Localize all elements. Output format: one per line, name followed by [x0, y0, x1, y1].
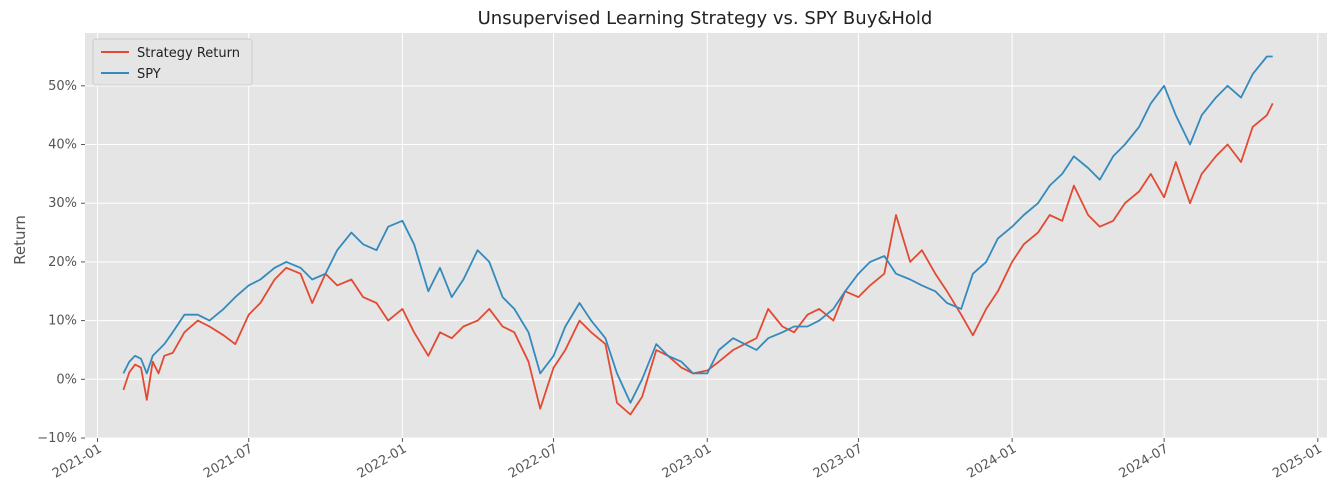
y-tick-label: 20% [48, 255, 77, 270]
x-tick-label: 2025-01 [1270, 441, 1325, 481]
plot-background [85, 33, 1327, 438]
y-tick-label: 10% [48, 314, 77, 329]
legend: Strategy Return SPY [92, 38, 253, 86]
spy-line [122, 55, 1273, 404]
x-tick-label: 2024-07 [1117, 441, 1172, 481]
y-tick-label: 30% [48, 196, 77, 211]
chart-title: Unsupervised Learning Strategy vs. SPY B… [478, 8, 933, 29]
x-tick-label: 2023-01 [660, 441, 715, 481]
x-tick-label: 2024-01 [965, 441, 1020, 481]
y-tick-label: 40% [48, 138, 77, 153]
strategy-return-line [122, 103, 1274, 416]
y-tick-label: −10% [37, 431, 77, 446]
x-tick-label: 2023-07 [811, 441, 866, 481]
y-axis-label: Return [11, 215, 29, 265]
x-tick-label: 2021-01 [50, 441, 105, 481]
x-tick-label: 2022-07 [506, 441, 561, 481]
legend-label-spy: SPY [137, 67, 161, 82]
x-tick-label: 2021-07 [201, 441, 256, 481]
legend-label-strategy: Strategy Return [137, 46, 240, 61]
legend-box [92, 38, 253, 86]
y-tick-label: 50% [48, 79, 77, 94]
y-tick-label: 0% [56, 372, 77, 387]
y-ticks: −10% 0% 10% 20% 30% 40% 50% [37, 79, 85, 446]
grid [85, 33, 1327, 439]
x-ticks: 2021-01 2021-07 2022-01 2022-07 2023-01 2023-… [50, 438, 1325, 482]
series-layer [122, 55, 1274, 416]
x-tick-label: 2022-01 [355, 441, 410, 481]
